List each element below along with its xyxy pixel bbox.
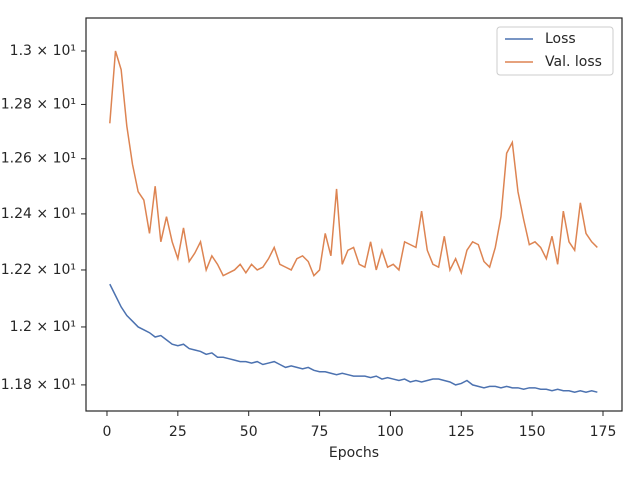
y-tick-label: 1.24 × 10¹ [1,206,76,222]
x-tick-label: 0 [103,424,112,440]
legend-label: Val. loss [545,54,602,70]
x-tick-label: 50 [240,424,258,440]
plot-frame [85,17,623,412]
x-axis-label: Epochs [329,445,379,461]
y-tick-label: 1.26 × 10¹ [1,151,76,167]
legend-label: Loss [545,31,576,47]
x-tick-label: 150 [519,424,546,440]
y-tick-label: 1.2 × 10¹ [10,319,76,335]
x-tick-label: 175 [590,424,617,440]
x-tick-label: 25 [169,424,187,440]
line-series [109,50,598,277]
y-tick-label: 1.18 × 10¹ [1,377,76,393]
y-tick-label: 1.28 × 10¹ [1,96,76,112]
x-tick-label: 100 [377,424,404,440]
y-tick-label: 1.3 × 10¹ [10,43,76,59]
x-tick-label: 125 [448,424,475,440]
line-series [109,283,598,393]
x-tick-label: 75 [311,424,329,440]
y-tick-label: 1.22 × 10¹ [1,262,76,278]
